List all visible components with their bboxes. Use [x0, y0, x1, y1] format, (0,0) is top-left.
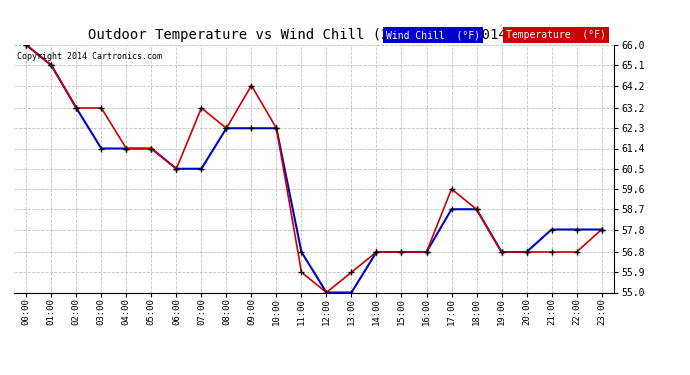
Text: Copyright 2014 Cartronics.com: Copyright 2014 Cartronics.com — [17, 53, 161, 62]
Title: Outdoor Temperature vs Wind Chill (24 Hours)  20140702: Outdoor Temperature vs Wind Chill (24 Ho… — [88, 28, 540, 42]
Text: Temperature  (°F): Temperature (°F) — [506, 30, 606, 40]
Text: Wind Chill  (°F): Wind Chill (°F) — [386, 30, 480, 40]
